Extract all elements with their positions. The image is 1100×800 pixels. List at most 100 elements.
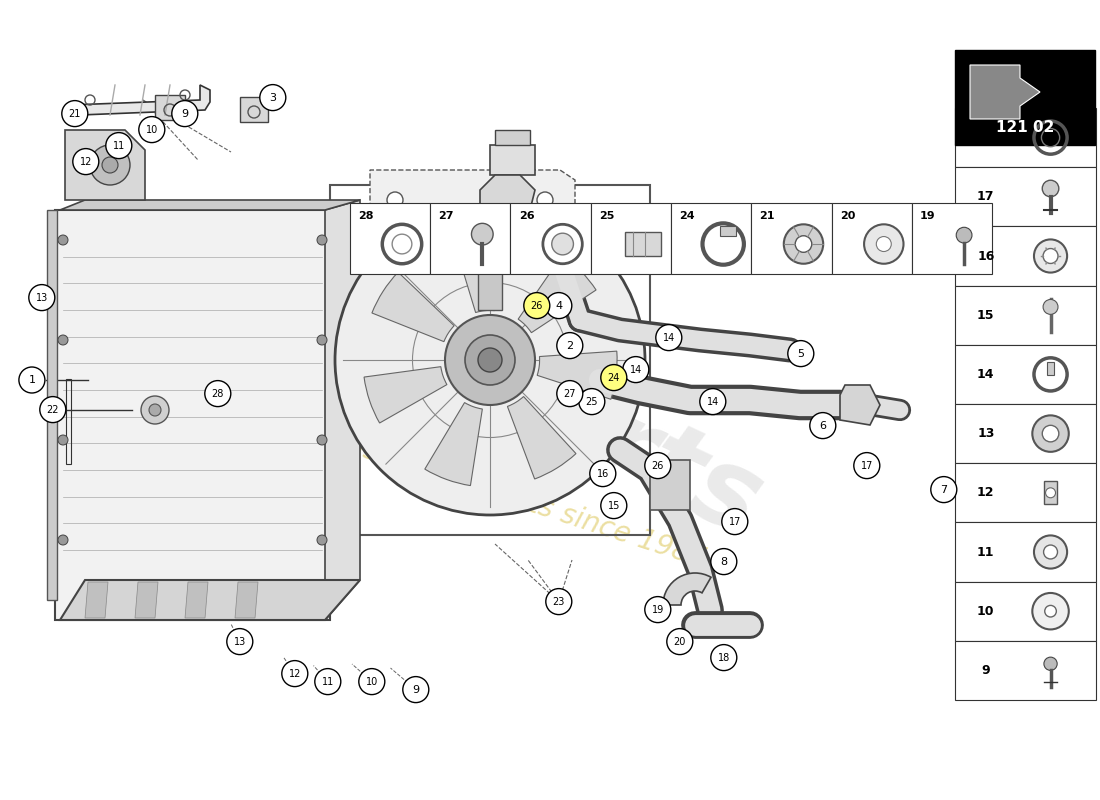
Circle shape: [623, 357, 649, 382]
Wedge shape: [364, 366, 447, 423]
Text: 21: 21: [760, 211, 775, 221]
Circle shape: [90, 145, 130, 185]
Text: 24: 24: [607, 373, 620, 382]
Bar: [66, 379, 72, 464]
Circle shape: [465, 335, 515, 385]
Text: 18: 18: [717, 653, 730, 662]
Text: 25: 25: [585, 397, 598, 406]
Circle shape: [317, 535, 327, 545]
Polygon shape: [85, 582, 108, 618]
Text: 6: 6: [820, 421, 826, 430]
Text: 22: 22: [46, 405, 59, 414]
Polygon shape: [235, 582, 258, 618]
Circle shape: [403, 677, 429, 702]
Circle shape: [795, 236, 812, 252]
Bar: [330, 185, 650, 535]
Circle shape: [478, 348, 502, 372]
Bar: [484, 205, 496, 265]
Bar: [671, 203, 751, 274]
Text: 26: 26: [651, 461, 664, 470]
Text: 17: 17: [728, 517, 741, 526]
Circle shape: [784, 224, 823, 264]
Text: 20: 20: [673, 637, 686, 646]
Circle shape: [877, 237, 891, 251]
Text: 16: 16: [596, 469, 609, 478]
Text: 26: 26: [518, 211, 535, 221]
Text: 14: 14: [977, 368, 994, 381]
Polygon shape: [55, 210, 330, 620]
Circle shape: [854, 453, 880, 478]
Text: 14: 14: [706, 397, 719, 406]
Text: 16: 16: [977, 250, 994, 262]
Bar: [955, 582, 1096, 641]
Circle shape: [645, 597, 671, 622]
Text: 13: 13: [977, 427, 994, 440]
Circle shape: [317, 235, 327, 245]
Bar: [591, 203, 671, 274]
Circle shape: [1044, 545, 1057, 559]
Text: 19: 19: [920, 211, 936, 221]
Circle shape: [590, 461, 616, 486]
Text: 9: 9: [981, 664, 990, 677]
Circle shape: [546, 293, 572, 318]
Polygon shape: [135, 582, 158, 618]
Text: 17: 17: [860, 461, 873, 470]
Text: 121 02: 121 02: [996, 119, 1054, 134]
Circle shape: [1043, 299, 1058, 314]
Bar: [495, 130, 530, 145]
Circle shape: [1046, 488, 1056, 498]
Text: 4: 4: [556, 301, 562, 310]
Bar: [955, 463, 1096, 522]
Text: 12: 12: [977, 486, 994, 499]
Text: 28: 28: [359, 211, 374, 221]
Text: europarts: europarts: [190, 210, 778, 558]
Text: 21: 21: [68, 109, 81, 118]
Circle shape: [260, 85, 286, 110]
Bar: [751, 203, 832, 274]
Bar: [1047, 362, 1054, 375]
Polygon shape: [370, 170, 575, 230]
Text: 12: 12: [79, 157, 92, 166]
Text: a passion for parts since 1985: a passion for parts since 1985: [302, 418, 710, 574]
Circle shape: [102, 157, 118, 173]
Text: 14: 14: [662, 333, 675, 342]
Circle shape: [865, 224, 903, 264]
Bar: [350, 203, 430, 274]
Text: 13: 13: [233, 637, 246, 646]
Wedge shape: [663, 573, 711, 605]
Circle shape: [58, 335, 68, 345]
Circle shape: [315, 669, 341, 694]
Circle shape: [139, 117, 165, 142]
Bar: [1044, 481, 1057, 505]
Circle shape: [58, 535, 68, 545]
Circle shape: [1045, 606, 1056, 617]
Polygon shape: [970, 65, 1040, 119]
Circle shape: [557, 381, 583, 406]
Circle shape: [58, 435, 68, 445]
Text: 10: 10: [365, 677, 378, 686]
Text: 15: 15: [977, 309, 994, 322]
Circle shape: [1034, 535, 1067, 569]
Bar: [720, 226, 736, 236]
Circle shape: [387, 192, 403, 208]
Circle shape: [601, 365, 627, 390]
Text: 2: 2: [566, 341, 573, 350]
Bar: [510, 203, 591, 274]
Polygon shape: [70, 85, 210, 115]
Bar: [240, 97, 268, 122]
Polygon shape: [480, 175, 535, 225]
Text: 1: 1: [29, 375, 35, 385]
Polygon shape: [185, 582, 208, 618]
Circle shape: [579, 389, 605, 414]
Wedge shape: [425, 402, 483, 486]
Bar: [955, 345, 1096, 404]
Circle shape: [711, 549, 737, 574]
Text: 27: 27: [439, 211, 454, 221]
Circle shape: [58, 235, 68, 245]
Circle shape: [524, 293, 550, 318]
Circle shape: [667, 629, 693, 654]
Circle shape: [956, 227, 972, 243]
Bar: [912, 203, 992, 274]
Text: 20: 20: [840, 211, 856, 221]
Text: 10: 10: [145, 125, 158, 134]
